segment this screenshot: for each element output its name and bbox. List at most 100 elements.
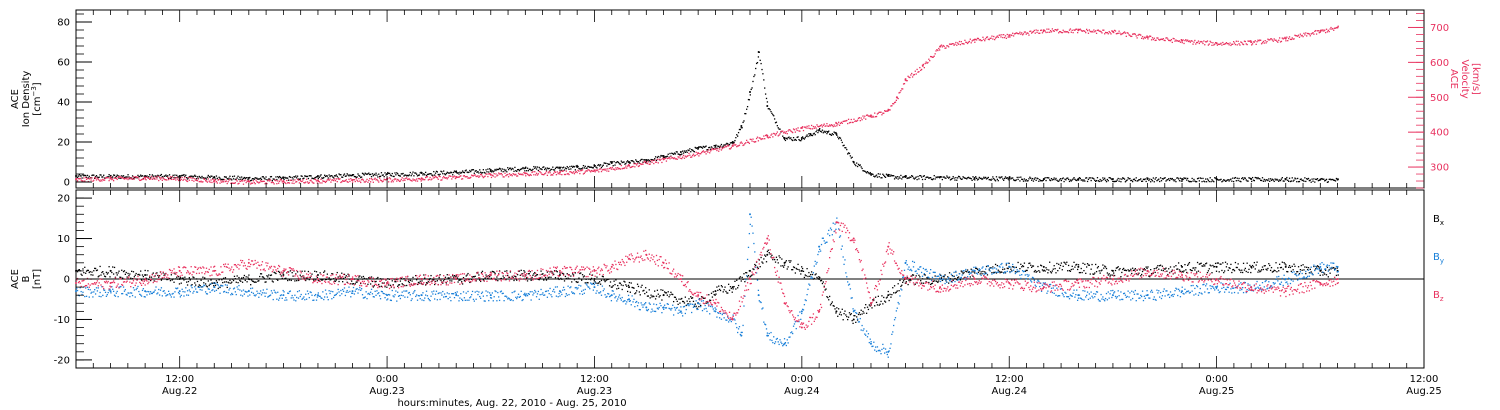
data-point [486, 173, 488, 175]
data-point [582, 164, 585, 167]
data-point [470, 174, 473, 176]
data-point [874, 305, 876, 307]
data-point [188, 176, 191, 178]
data-point [1020, 263, 1022, 265]
data-point [406, 296, 409, 298]
data-point [875, 301, 878, 304]
data-point [1032, 30, 1035, 33]
data-point [1159, 180, 1161, 183]
data-point [1265, 268, 1267, 270]
data-point [191, 284, 193, 286]
data-point [397, 295, 400, 297]
data-point [652, 310, 654, 312]
data-point [1205, 181, 1208, 183]
data-point [987, 38, 989, 40]
data-point [444, 177, 447, 179]
data-point [738, 277, 741, 279]
data-point [345, 175, 347, 177]
data-point [151, 174, 154, 176]
data-point [574, 169, 576, 171]
data-point [498, 296, 500, 298]
data-point [996, 264, 999, 267]
data-point [699, 298, 701, 300]
data-point [387, 298, 389, 300]
data-point [1269, 180, 1271, 182]
data-point [699, 146, 701, 148]
data-point [1291, 37, 1293, 39]
data-point [596, 276, 598, 278]
data-point [1248, 177, 1250, 179]
data-point [217, 287, 219, 290]
data-point [219, 292, 221, 294]
data-point [158, 275, 161, 277]
data-point [829, 133, 832, 136]
data-point [1104, 177, 1106, 179]
data-point [383, 282, 385, 284]
data-point [995, 272, 998, 274]
data-point [141, 175, 144, 177]
data-point [199, 181, 201, 183]
data-point [1283, 180, 1285, 182]
data-point [724, 145, 726, 147]
data-point [272, 298, 274, 301]
data-point [267, 179, 269, 182]
data-point [930, 283, 933, 285]
data-point [840, 121, 843, 124]
data-point [1100, 31, 1102, 33]
data-point [383, 293, 385, 295]
data-point [435, 290, 438, 292]
data-point [1166, 270, 1168, 272]
data-point [1275, 179, 1277, 181]
data-point [1239, 44, 1241, 46]
data-anchor [714, 145, 717, 147]
data-point [1243, 269, 1246, 271]
data-point [958, 176, 961, 178]
data-point [608, 278, 610, 280]
data-point [1147, 266, 1149, 268]
data-point [327, 178, 329, 181]
data-point [1241, 177, 1243, 180]
data-point [595, 282, 597, 284]
data-point [259, 273, 262, 275]
data-point [249, 176, 251, 179]
data-point [232, 175, 234, 178]
data-point [254, 177, 256, 179]
data-point [136, 287, 138, 290]
data-point [430, 173, 432, 175]
data-point [872, 115, 874, 117]
data-point [624, 167, 626, 169]
data-point [600, 166, 603, 169]
data-point [558, 166, 560, 168]
data-point [544, 172, 547, 174]
data-point [641, 304, 643, 306]
data-point [924, 178, 926, 181]
data-point [911, 175, 914, 178]
data-point [864, 170, 866, 172]
data-point [682, 300, 685, 303]
data-point [826, 123, 828, 125]
data-point [124, 289, 126, 291]
data-point [772, 136, 774, 138]
data-point [272, 178, 274, 180]
data-point [837, 123, 839, 125]
data-point [889, 293, 891, 296]
data-point [169, 279, 172, 282]
data-point [395, 174, 397, 176]
data-point [430, 179, 432, 181]
data-point [1082, 30, 1084, 32]
data-point [495, 173, 497, 175]
data-point [1213, 44, 1215, 46]
data-point [1024, 270, 1026, 272]
data-point [479, 173, 482, 175]
data-point [1141, 37, 1143, 40]
data-anchor [1146, 36, 1149, 39]
data-point [259, 177, 262, 179]
data-point [645, 162, 647, 164]
data-point [823, 285, 825, 287]
data-point [675, 158, 677, 160]
data-point [757, 56, 760, 58]
data-point [279, 176, 282, 179]
data-point [466, 299, 468, 301]
data-point [417, 174, 420, 176]
data-point [478, 274, 480, 276]
